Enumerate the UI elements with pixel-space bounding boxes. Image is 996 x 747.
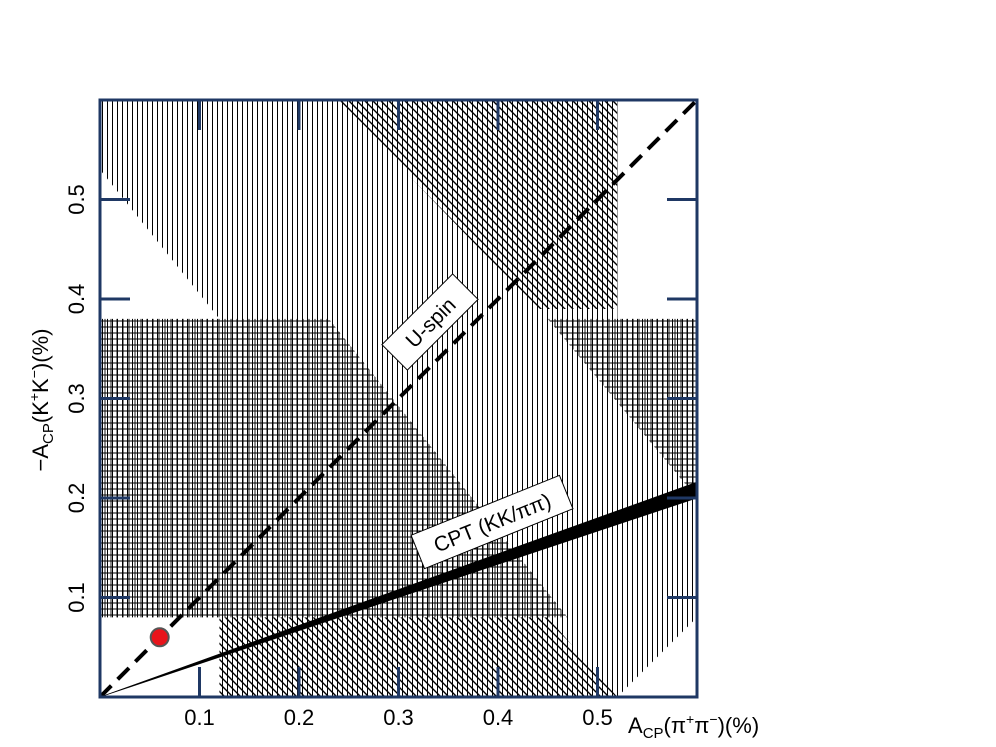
data-point — [149, 627, 170, 648]
x-tick-label: 0.1 — [184, 705, 215, 730]
label-part: )(%) — [28, 329, 53, 371]
label-part: + — [26, 393, 42, 401]
label-part: π — [694, 713, 709, 738]
label-part: − — [26, 370, 42, 378]
label-part: (K — [28, 401, 53, 423]
label-part: K — [28, 378, 53, 393]
y-tick-label: 0.5 — [64, 184, 89, 215]
hatched-region — [547, 318, 697, 498]
x-tick-label: 0.3 — [383, 705, 414, 730]
x-axis-label: ACP(π+π−)(%) — [628, 711, 759, 742]
hatched-region — [335, 100, 618, 309]
y-tick-label: 0.3 — [64, 383, 89, 414]
label-part: CP — [40, 423, 57, 444]
label-part: −A — [28, 444, 53, 472]
hatched-region — [219, 617, 618, 697]
label-part: CP — [643, 725, 664, 742]
y-tick-label: 0.1 — [64, 582, 89, 613]
y-tick-label: 0.4 — [64, 284, 89, 315]
x-tick-label: 0.4 — [483, 705, 514, 730]
uspin-line — [98, 98, 699, 699]
label-part: A — [628, 713, 643, 738]
x-tick-label: 0.5 — [582, 705, 613, 730]
x-tick-label: 0.2 — [284, 705, 315, 730]
y-axis-label: −ACP(K+K−)(%) — [26, 329, 57, 472]
label-part: (π — [664, 713, 687, 738]
label-part: − — [709, 711, 717, 727]
label-part: )(%) — [718, 713, 760, 738]
label-part: + — [686, 711, 694, 727]
y-tick-label: 0.2 — [64, 483, 89, 514]
